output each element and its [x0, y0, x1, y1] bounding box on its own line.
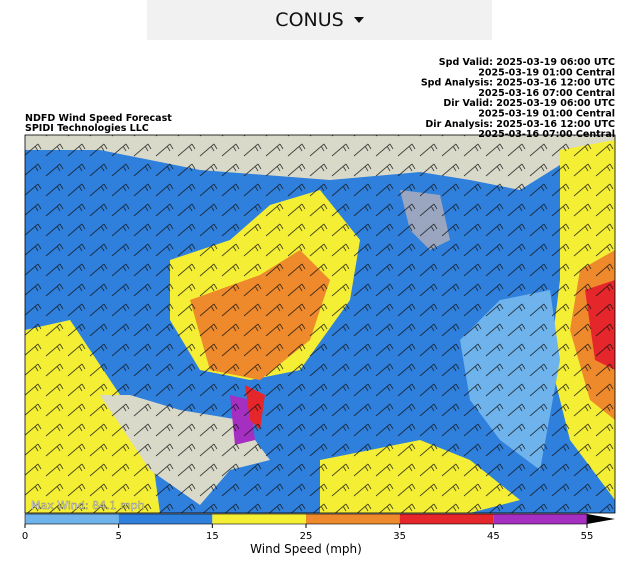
map-title: NDFD Wind Speed Forecast	[25, 113, 172, 124]
colorbar-tick-label: 0	[22, 531, 28, 542]
map-credit: SPIDI Technologies LLC	[25, 123, 149, 134]
region-selector[interactable]: CONUS	[147, 0, 492, 40]
info-line: Dir Valid: 2025-03-19 06:00 UTC	[443, 98, 615, 109]
map	[25, 135, 615, 513]
max-wind: Max Wind: 84.1 mph	[31, 499, 145, 512]
selector-label: CONUS	[275, 9, 344, 31]
colorbar-tick-label: 45	[487, 531, 500, 542]
colorbar-segment	[212, 514, 306, 524]
colorbar-segment	[25, 514, 119, 524]
colorbar-label: Wind Speed (mph)	[250, 542, 362, 556]
colorbar-tick-label: 35	[393, 531, 406, 542]
colorbar-segment	[493, 514, 587, 524]
map-frame	[24, 134, 616, 514]
info-block: Spd Valid: 2025-03-19 06:00 UTC2025-03-1…	[421, 57, 615, 140]
colorbar-tick-label: 15	[206, 531, 219, 542]
info-line: 2025-03-19 01:00 Central	[478, 67, 615, 78]
colorbar-tick-label: 55	[581, 531, 594, 542]
colorbar-segment	[306, 514, 400, 524]
colorbar-extension	[587, 514, 615, 524]
info-line: 2025-03-19 01:00 Central	[478, 109, 615, 120]
colorbar-segment	[118, 514, 213, 524]
colorbar: 0 5 15 25 35 45 55	[22, 513, 615, 542]
info-line: 2025-03-16 07:00 Central	[478, 129, 615, 140]
caret	[353, 17, 364, 23]
colorbar-segment	[399, 514, 494, 524]
colorbar-tick-label: 5	[115, 531, 121, 542]
colorbar-tick-label: 25	[300, 531, 313, 542]
info-line: Dir Analysis: 2025-03-16 12:00 UTC	[425, 119, 615, 130]
info-line: Spd Valid: 2025-03-19 06:00 UTC	[439, 57, 615, 68]
info-line: 2025-03-16 07:00 Central	[478, 88, 615, 99]
info-line: Spd Analysis: 2025-03-16 12:00 UTC	[421, 78, 615, 89]
